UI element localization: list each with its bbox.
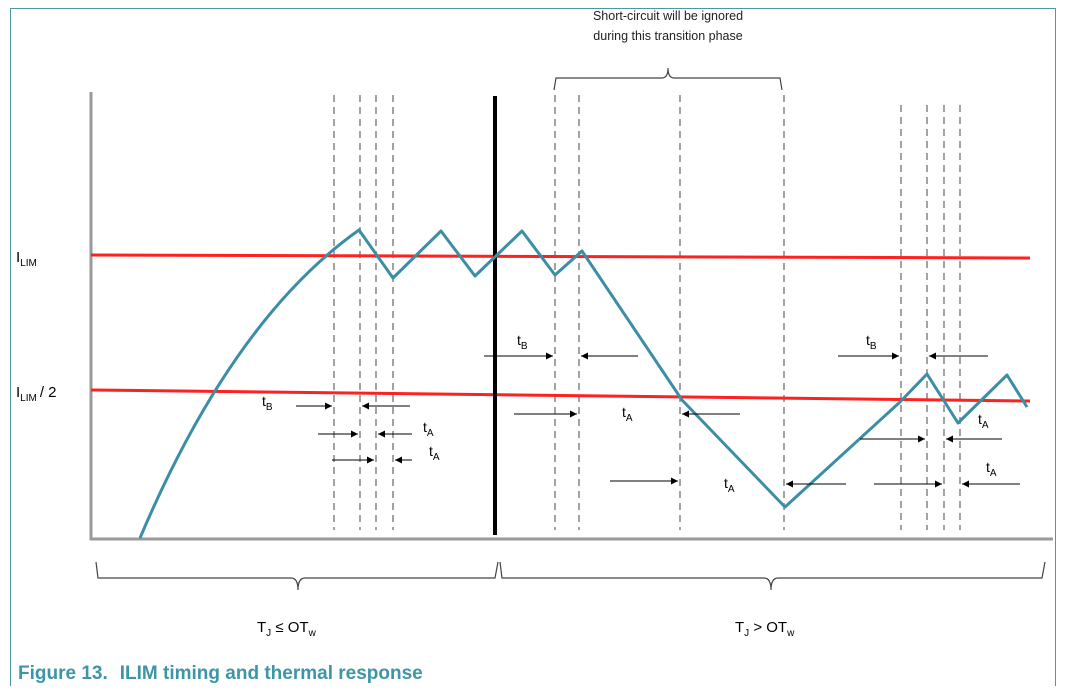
transition-note-line2: during this transition phase [593, 29, 742, 43]
tb-label: tB [866, 332, 877, 352]
figure-frame [10, 8, 1056, 686]
ta-label: tA [978, 411, 989, 431]
ta-label: tA [429, 443, 440, 463]
region-label-right: TJ > OTw [735, 619, 795, 639]
ilim-label: ILIM [16, 249, 37, 269]
ilim-half-label: ILIM/ 2 [16, 384, 57, 404]
transition-note-line1: Short-circuit will be ignored [593, 9, 743, 23]
figure-number: Figure 13. [18, 663, 108, 684]
figure-caption: Figure 13. ILIM timing and thermal respon… [18, 663, 423, 685]
ilim-half-line [90, 388, 1031, 403]
tb-label: tB [262, 393, 273, 413]
timing-markers [333, 95, 961, 530]
region-brace-right [499, 561, 1046, 591]
ta-label: tA [986, 459, 997, 479]
current-trace [138, 228, 1029, 539]
ta-label: tA [724, 475, 735, 495]
region-label-left: TJ ≤ OTw [257, 619, 317, 639]
ta-label: tA [622, 404, 633, 424]
interval-arrows [296, 352, 1020, 488]
tb-label: tB [517, 332, 528, 352]
transition-brace [553, 67, 783, 91]
ta-label: tA [423, 419, 434, 439]
figure-title: ILIM timing and thermal response [119, 663, 423, 684]
ilim-line [90, 253, 1031, 260]
region-brace-left [95, 561, 499, 591]
